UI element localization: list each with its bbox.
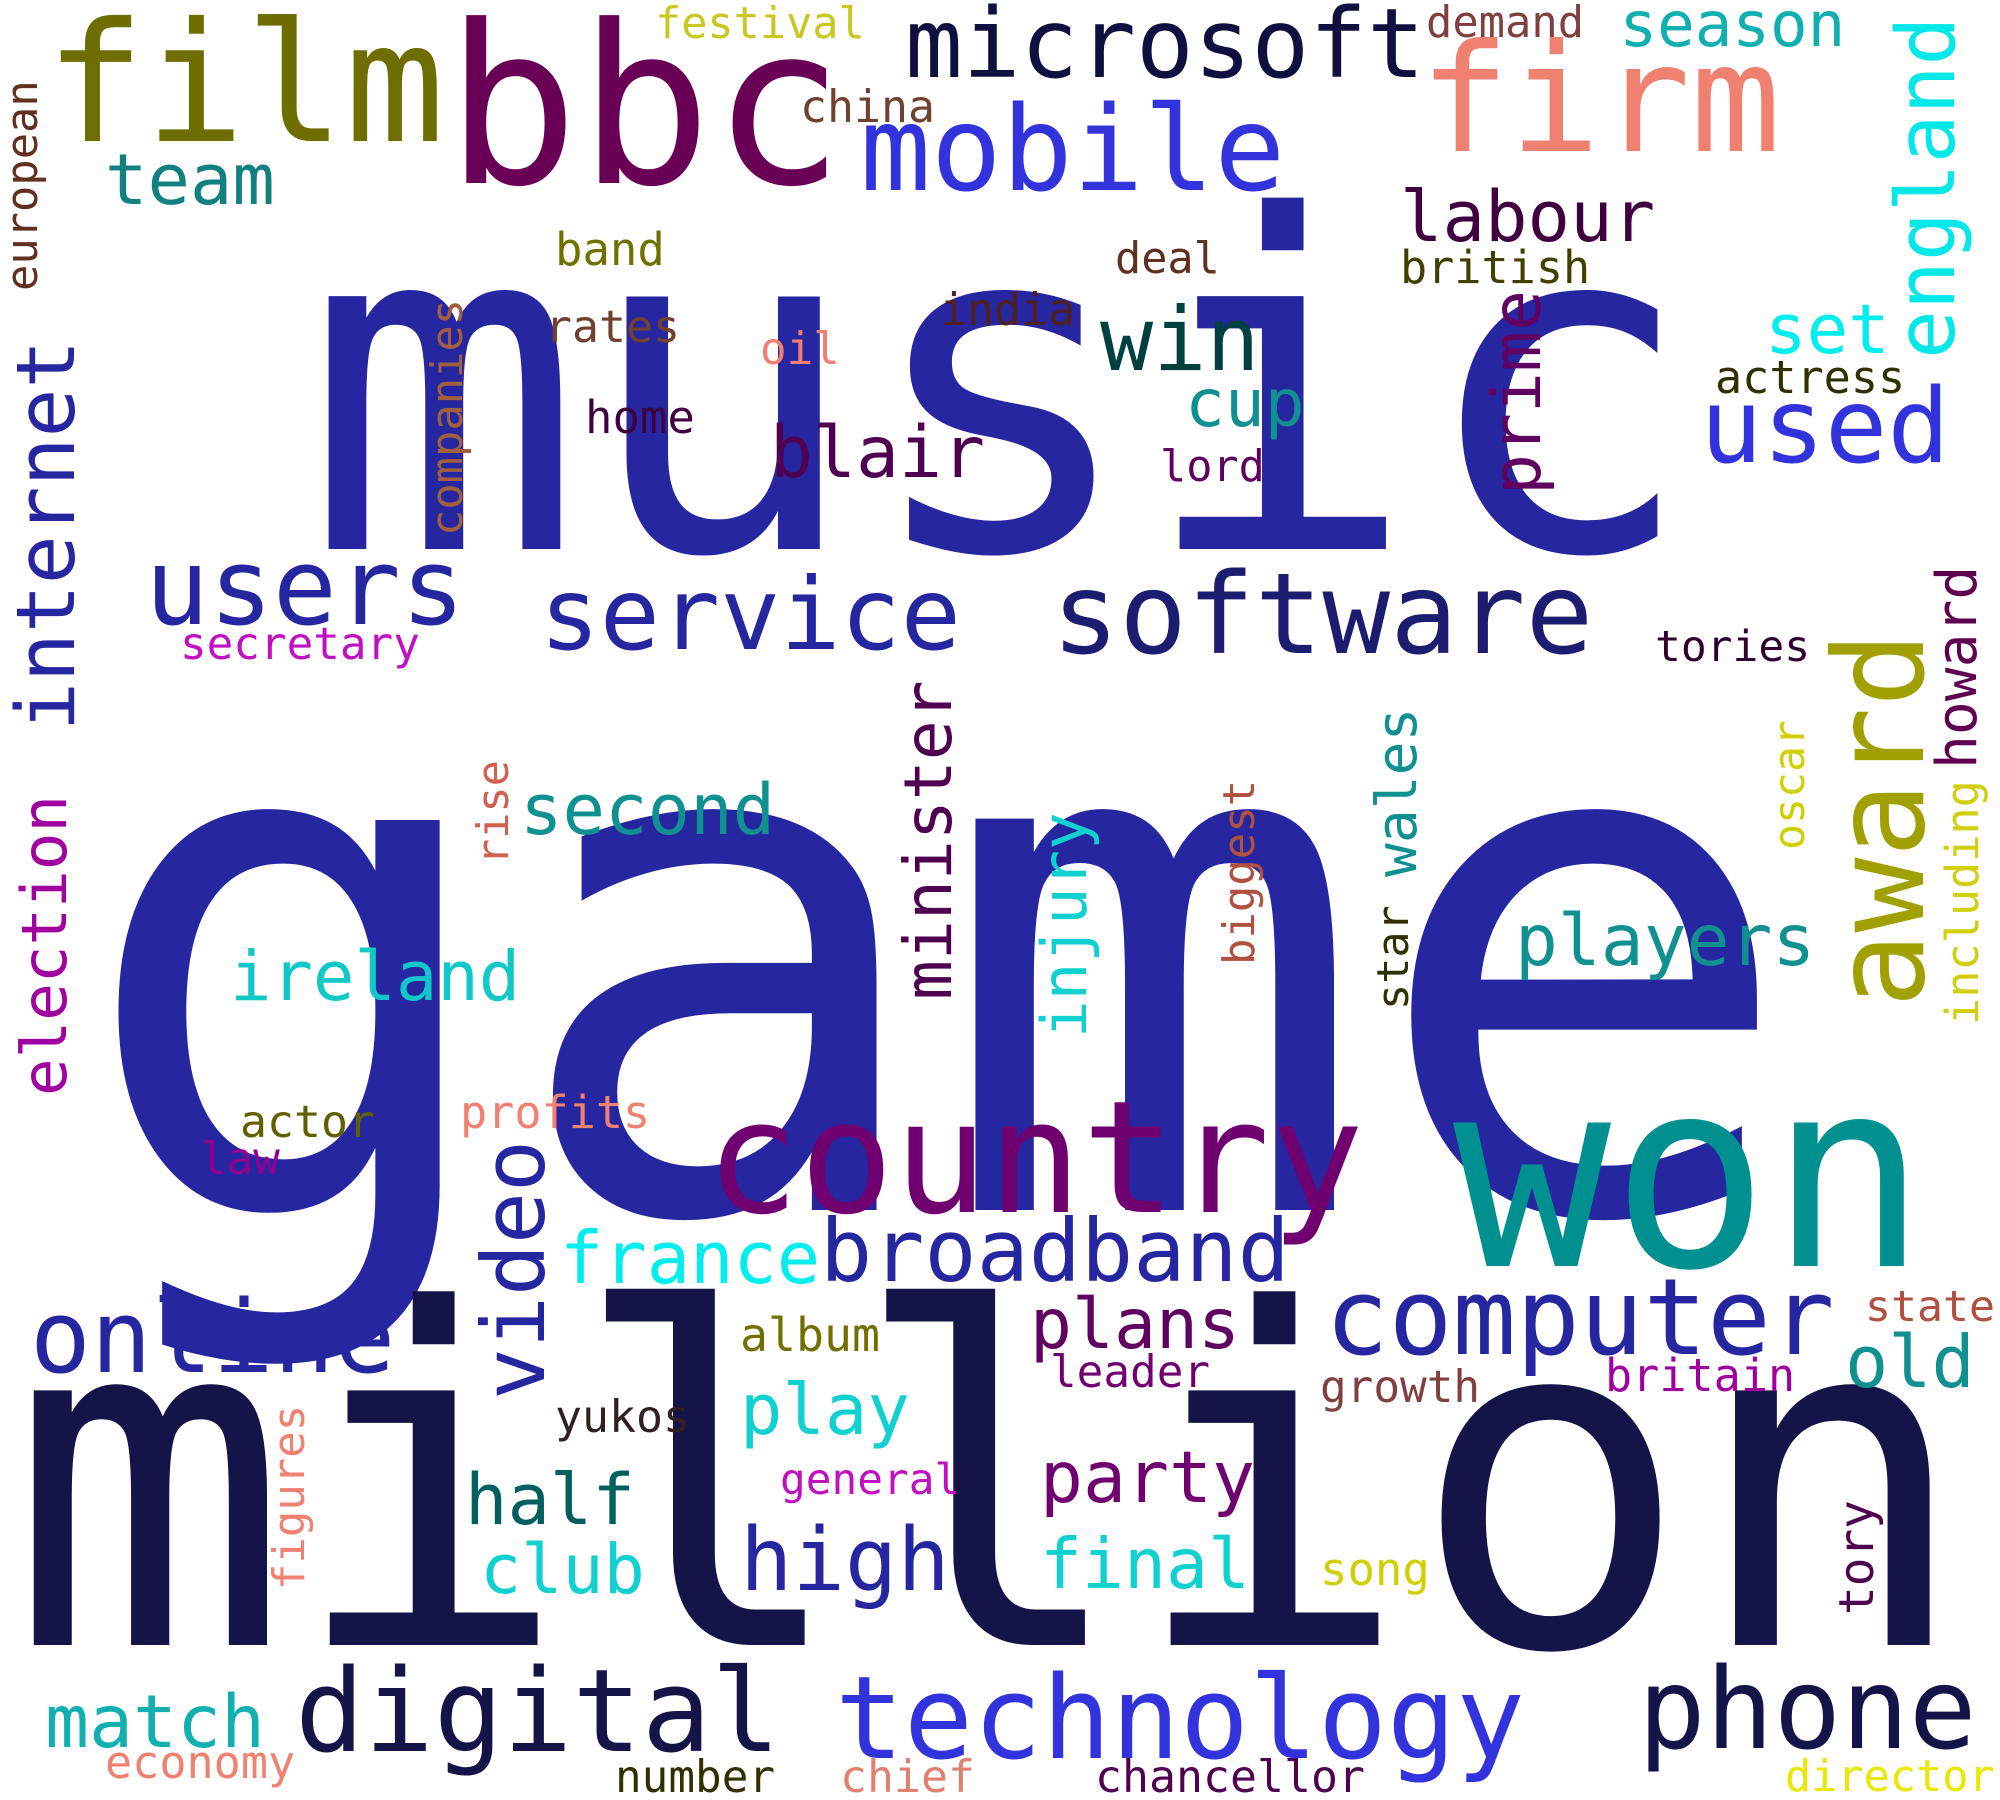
word-firm: firm xyxy=(1419,13,1781,187)
word-video: video xyxy=(465,1140,565,1400)
word-oil: oil xyxy=(760,324,840,375)
word-state: state xyxy=(1865,1282,1995,1332)
word-players: players xyxy=(1515,898,1816,982)
word-wales: wales xyxy=(1364,707,1430,877)
word-election: election xyxy=(7,794,81,1096)
word-chief: chief xyxy=(840,1750,975,1800)
word-software: software xyxy=(1051,548,1594,680)
word-lord: lord xyxy=(1160,441,1265,492)
word-band: band xyxy=(555,223,665,276)
word-rise: rise xyxy=(469,760,519,865)
word-britain: britain xyxy=(1605,1348,1796,1402)
word-deal: deal xyxy=(1115,234,1220,284)
word-chancellor: chancellor xyxy=(1095,1750,1365,1800)
word-howard: howard xyxy=(1924,565,1990,769)
word-demand: demand xyxy=(1426,0,1585,48)
word-profits: profits xyxy=(460,1086,651,1139)
word-british: british xyxy=(1400,241,1591,294)
word-team: team xyxy=(105,138,275,221)
word-match: match xyxy=(45,1680,265,1765)
word-england: england xyxy=(1880,16,1974,359)
word-blair: blair xyxy=(770,411,985,494)
word-number: number xyxy=(615,1751,776,1800)
word-old: old xyxy=(1845,1319,1975,1404)
word-cup: cup xyxy=(1185,363,1305,442)
word-bbc: bbc xyxy=(445,0,845,236)
word-album: album xyxy=(740,1307,880,1362)
word-play: play xyxy=(740,1368,910,1451)
word-country: country xyxy=(705,1066,1365,1249)
word-club: club xyxy=(480,1530,645,1610)
word-including: including xyxy=(1936,780,1989,1025)
word-high: high xyxy=(740,1508,950,1611)
word-ireland: ireland xyxy=(230,937,521,1017)
word-france: france xyxy=(560,1215,821,1300)
word-home: home xyxy=(585,390,695,444)
word-european: european xyxy=(0,79,48,291)
word-set: set xyxy=(1765,289,1890,370)
word-online: online xyxy=(30,1278,396,1396)
word-film: film xyxy=(45,0,445,181)
word-broadband: broadband xyxy=(820,1202,1290,1302)
word-song: song xyxy=(1320,1543,1430,1596)
word-actor: actor xyxy=(240,1095,375,1148)
word-used: used xyxy=(1700,366,1950,487)
word-mobile: mobile xyxy=(860,81,1286,218)
word-labour: labour xyxy=(1400,175,1656,258)
word-won: won xyxy=(1453,1021,1928,1328)
word-yukos: yukos xyxy=(555,1390,690,1443)
word-law: law xyxy=(200,1134,280,1185)
word-microsoft: microsoft xyxy=(905,0,1425,100)
word-secretary: secretary xyxy=(180,619,420,670)
word-tory: tory xyxy=(1829,1500,1885,1615)
word-million: million xyxy=(9,1213,1971,1755)
word-biggest: biggest xyxy=(1214,779,1265,965)
word-award: award xyxy=(1807,631,1953,1008)
word-actress: actress xyxy=(1715,351,1906,404)
word-general: general xyxy=(780,1454,961,1505)
word-india: india xyxy=(940,282,1075,336)
word-internet: internet xyxy=(0,339,94,731)
word-computer: computer xyxy=(1325,1255,1835,1379)
word-director: director xyxy=(1785,1751,1995,1800)
word-growth: growth xyxy=(1320,1361,1481,1413)
word-season: season xyxy=(1619,0,1846,61)
word-oscar: oscar xyxy=(1764,720,1815,850)
word-economy: economy xyxy=(105,1736,296,1789)
word-users: users xyxy=(145,525,465,650)
word-figures: figures xyxy=(264,1404,315,1590)
word-companies: companies xyxy=(421,298,473,536)
word-game: game xyxy=(75,545,1800,1379)
word-digital: digital xyxy=(295,1645,781,1779)
word-second: second xyxy=(520,767,776,851)
word-injury: injury xyxy=(1027,812,1101,1038)
word-minister: minister xyxy=(888,680,967,1000)
word-final: final xyxy=(1040,1524,1250,1605)
word-win: win xyxy=(1100,288,1260,391)
word-phone: phone xyxy=(1638,1643,1977,1775)
word-technology: technology xyxy=(835,1652,1526,1786)
word-tories: tories xyxy=(1655,622,1811,672)
word-half: half xyxy=(465,1458,635,1541)
word-star: star xyxy=(1369,905,1419,1010)
word-service: service xyxy=(539,556,961,673)
word-prime: prime xyxy=(1477,290,1557,495)
word-china: china xyxy=(800,80,935,133)
word-party: party xyxy=(1040,1436,1255,1519)
word-festival: festival xyxy=(655,0,865,49)
word-plans: plans xyxy=(1030,1284,1240,1365)
word-rates: rates xyxy=(545,300,680,353)
word-leader: leader xyxy=(1050,1346,1211,1398)
word-music: music xyxy=(304,120,1697,659)
